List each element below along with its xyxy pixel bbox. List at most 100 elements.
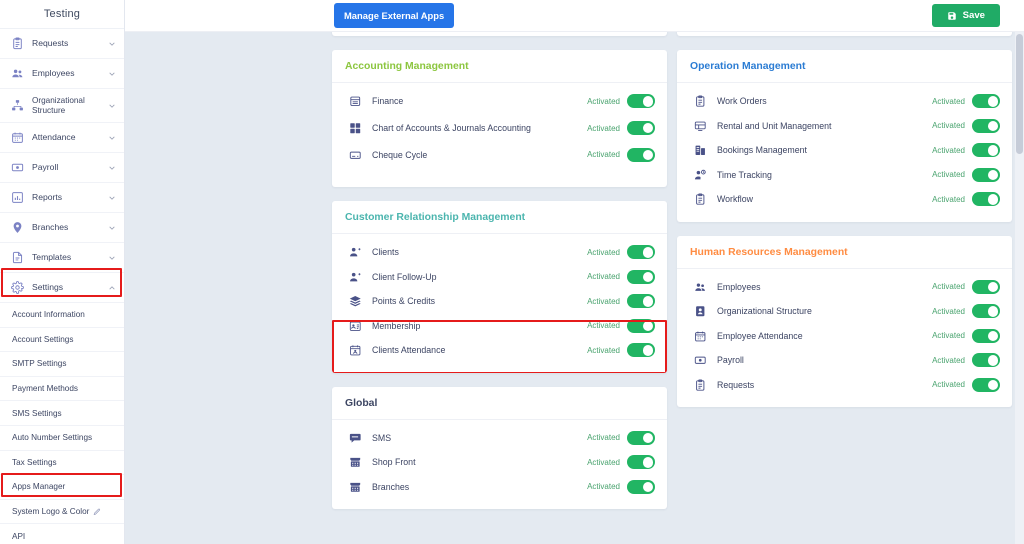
sidebar-item-reports[interactable]: Reports bbox=[0, 183, 124, 213]
app-toggle[interactable] bbox=[972, 328, 1000, 343]
app-status-group: Activated bbox=[587, 121, 655, 135]
app-row[interactable]: Cheque Cycle Activated bbox=[332, 143, 667, 168]
card-title: Accounting Management bbox=[332, 50, 667, 83]
app-row[interactable]: Chart of Accounts & Journals Accounting A… bbox=[332, 114, 667, 143]
app-toggle[interactable] bbox=[972, 167, 1000, 182]
app-toggle[interactable] bbox=[627, 94, 655, 109]
chevron-up-icon[interactable] bbox=[108, 284, 116, 292]
app-toggle[interactable] bbox=[972, 304, 1000, 319]
app-toggle[interactable] bbox=[627, 479, 655, 494]
app-toggle[interactable] bbox=[627, 343, 655, 358]
app-row[interactable]: Payroll Activated bbox=[677, 348, 1012, 373]
app-row[interactable]: Finance Activated bbox=[332, 89, 667, 114]
sidebar-subitem-system-logo-color[interactable]: System Logo & Color bbox=[0, 500, 124, 525]
app-row[interactable]: Shop Front Activated bbox=[332, 450, 667, 475]
app-toggle[interactable] bbox=[972, 279, 1000, 294]
clipboard-icon bbox=[693, 192, 708, 207]
app-row[interactable]: SMS Activated bbox=[332, 426, 667, 451]
app-name: Clients Attendance bbox=[372, 345, 446, 356]
status-badge: Activated bbox=[932, 194, 965, 204]
app-toggle[interactable] bbox=[972, 143, 1000, 158]
status-badge: Activated bbox=[587, 150, 620, 160]
scroll-area[interactable]: Clients Loyalty Points Activated Account… bbox=[125, 0, 1024, 544]
app-status-group: Activated bbox=[587, 94, 655, 109]
status-badge: Activated bbox=[587, 123, 620, 133]
save-button[interactable]: Save bbox=[931, 4, 1000, 27]
app-row[interactable]: Clients Attendance Activated bbox=[332, 338, 667, 363]
chevron-down-icon[interactable] bbox=[108, 194, 116, 202]
app-row[interactable]: Points & Credits Activated bbox=[332, 289, 667, 314]
sidebar-item-payroll[interactable]: Payroll bbox=[0, 153, 124, 183]
app-toggle[interactable] bbox=[627, 294, 655, 309]
app-row[interactable]: Branches Activated bbox=[332, 475, 667, 500]
app-toggle[interactable] bbox=[627, 430, 655, 445]
cheque-icon bbox=[348, 147, 363, 162]
app-row[interactable]: Rental and Unit Management Activated bbox=[677, 114, 1012, 139]
app-name: Shop Front bbox=[372, 457, 416, 468]
manage-external-apps-button[interactable]: Manage External Apps bbox=[334, 3, 455, 28]
app-status-group: Activated bbox=[587, 343, 655, 358]
chevron-down-icon[interactable] bbox=[108, 70, 116, 78]
app-toggle[interactable] bbox=[972, 94, 1000, 109]
sidebar-subitem-account-information[interactable]: Account Information bbox=[0, 303, 124, 328]
chevron-down-icon[interactable] bbox=[108, 40, 116, 48]
sidebar-subitem-sms-settings[interactable]: SMS Settings bbox=[0, 401, 124, 426]
app-toggle[interactable] bbox=[627, 121, 655, 135]
sidebar-item-templates[interactable]: Templates bbox=[0, 243, 124, 273]
save-button-label: Save bbox=[962, 10, 985, 21]
status-badge: Activated bbox=[932, 170, 965, 180]
sidebar-subitem-label: SMS Settings bbox=[12, 408, 62, 418]
app-row[interactable]: Organizational Structure Activated bbox=[677, 299, 1012, 324]
sidebar-subitem-auto-number-settings[interactable]: Auto Number Settings bbox=[0, 426, 124, 451]
app-toggle[interactable] bbox=[972, 377, 1000, 392]
sidebar-item-settings[interactable]: Settings bbox=[0, 273, 124, 303]
app-row[interactable]: Clients Activated bbox=[332, 240, 667, 265]
sidebar-subitem-label: API bbox=[12, 531, 26, 541]
app-toggle[interactable] bbox=[972, 192, 1000, 207]
app-toggle[interactable] bbox=[627, 147, 655, 162]
chevron-down-icon[interactable] bbox=[108, 134, 116, 142]
sidebar-item-requests[interactable]: Requests bbox=[0, 29, 124, 59]
app-row[interactable]: Work Orders Activated bbox=[677, 89, 1012, 114]
sidebar-subitem-smtp-settings[interactable]: SMTP Settings bbox=[0, 352, 124, 377]
booking-icon bbox=[693, 143, 708, 158]
sidebar: Testing Requests Employees Organizational S… bbox=[0, 0, 125, 544]
app-status-group: Activated bbox=[932, 192, 1000, 207]
sidebar-subitem-payment-methods[interactable]: Payment Methods bbox=[0, 377, 124, 402]
app-row[interactable]: Employees Activated bbox=[677, 275, 1012, 300]
toggle-knob bbox=[642, 345, 653, 356]
app-row[interactable]: Time Tracking Activated bbox=[677, 163, 1012, 188]
app-status-group: Activated bbox=[932, 167, 1000, 182]
sidebar-item-attendance[interactable]: Attendance bbox=[0, 123, 124, 153]
app-row[interactable]: Bookings Management Activated bbox=[677, 138, 1012, 163]
sidebar-item-branches[interactable]: Branches bbox=[0, 213, 124, 243]
app-toggle[interactable] bbox=[972, 118, 1000, 133]
app-status-group: Activated bbox=[587, 455, 655, 470]
pencil-icon[interactable] bbox=[93, 508, 101, 516]
sidebar-subitem-api[interactable]: API bbox=[0, 524, 124, 544]
chevron-down-icon[interactable] bbox=[108, 164, 116, 172]
app-toggle[interactable] bbox=[627, 245, 655, 260]
app-toggle[interactable] bbox=[627, 455, 655, 470]
app-toggle[interactable] bbox=[627, 269, 655, 284]
sidebar-subitem-account-settings[interactable]: Account Settings bbox=[0, 328, 124, 353]
chevron-down-icon[interactable] bbox=[108, 224, 116, 232]
app-toggle[interactable] bbox=[972, 353, 1000, 368]
sidebar-subitem-tax-settings[interactable]: Tax Settings bbox=[0, 451, 124, 476]
chevron-down-icon[interactable] bbox=[108, 102, 116, 110]
scrollbar-thumb[interactable] bbox=[1016, 34, 1023, 154]
toggle-knob bbox=[987, 330, 998, 341]
scrollbar-track[interactable] bbox=[1015, 32, 1024, 544]
chevron-down-icon[interactable] bbox=[108, 254, 116, 262]
sidebar-item-employees[interactable]: Employees bbox=[0, 59, 124, 89]
app-status-group: Activated bbox=[587, 147, 655, 162]
app-row[interactable]: Employee Attendance Activated bbox=[677, 324, 1012, 349]
app-toggle[interactable] bbox=[627, 318, 655, 333]
sidebar-item-organizational-structure[interactable]: Organizational Structure bbox=[0, 89, 124, 123]
app-row[interactable]: Membership Activated bbox=[332, 314, 667, 339]
shop-icon bbox=[348, 455, 363, 470]
app-row[interactable]: Client Follow-Up Activated bbox=[332, 265, 667, 290]
app-row[interactable]: Requests Activated bbox=[677, 373, 1012, 398]
app-row[interactable]: Workflow Activated bbox=[677, 187, 1012, 212]
sidebar-subitem-apps-manager[interactable]: Apps Manager bbox=[0, 475, 124, 500]
